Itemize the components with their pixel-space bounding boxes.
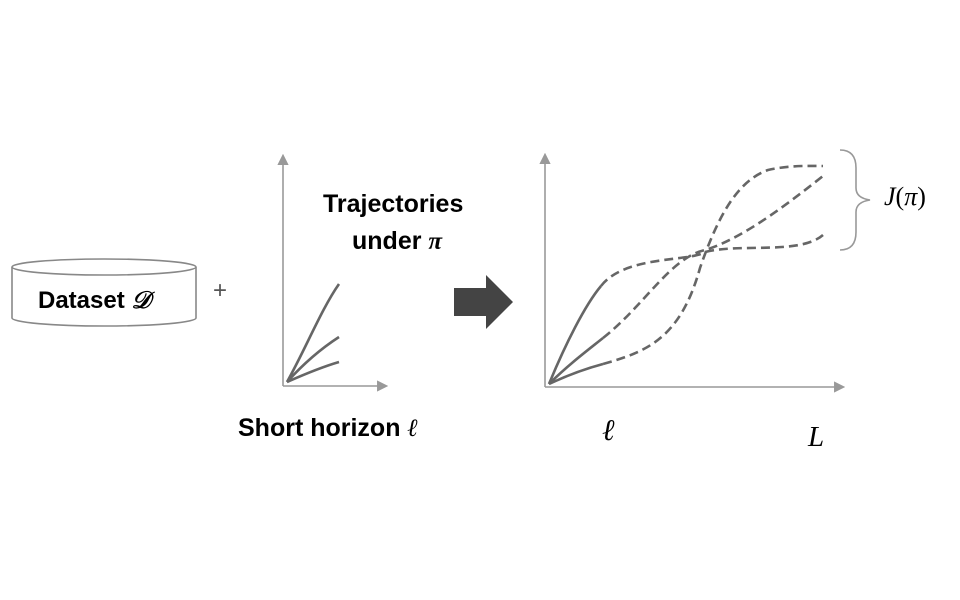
plus-sign: +	[213, 277, 228, 304]
short-trajectory-1	[285, 283, 341, 383]
full-trajectory-2-dashed	[602, 174, 824, 340]
right-arrow-icon	[454, 275, 513, 329]
objective-label: J(π)	[884, 182, 926, 211]
trajectories-label-line2: under π	[352, 227, 443, 255]
curly-brace-icon	[839, 149, 871, 251]
short-horizon-label: Short horizon ℓ	[238, 414, 419, 442]
trajectories-label-line1: Trajectories	[323, 190, 464, 218]
short-horizon-plot	[277, 153, 389, 392]
full-trajectory-1-dashed	[599, 233, 824, 287]
full-horizon-plot	[539, 152, 846, 393]
full-trajectory-3-solid	[548, 362, 604, 386]
short-trajectory-3	[286, 360, 340, 384]
ell-tick-label: ℓ	[602, 414, 615, 447]
short-trajectory-2	[286, 335, 340, 383]
full-trajectory-3-dashed	[602, 164, 824, 366]
L-tick-label: L	[808, 421, 825, 453]
dataset-label: Dataset 𝒟	[38, 287, 151, 314]
dataset-cylinder-icon	[11, 258, 197, 327]
full-trajectory-2-solid	[548, 336, 604, 385]
full-trajectory-1-solid	[547, 285, 602, 385]
